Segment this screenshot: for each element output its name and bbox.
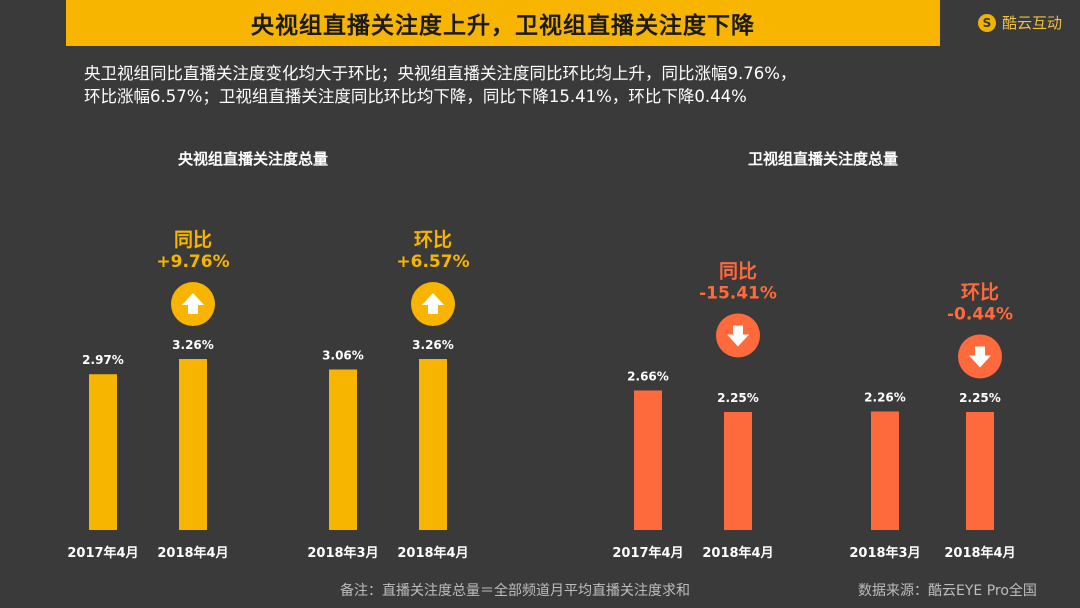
summary-line-2: 环比涨幅6.57%；卫视组直播关注度同比环比均下降，同比下降15.41%，环比下… — [84, 87, 747, 106]
summary-text: 央卫视组同比直播关注度变化均大于环比；央视组直播关注度同比环比均上升，同比涨幅9… — [84, 62, 984, 108]
data-source: 数据来源：酷云EYE Pro全国 — [858, 583, 1037, 599]
bar-value-label: 2.25% — [717, 391, 759, 405]
change-value: +9.76% — [156, 252, 229, 272]
bar — [329, 369, 357, 530]
bar-value-label: 2.97% — [82, 353, 124, 367]
change-label: 环比 — [414, 229, 452, 251]
x-tick-label: 2018年3月 — [849, 545, 920, 561]
x-tick-label: 2017年4月 — [612, 545, 683, 561]
bar — [89, 374, 117, 530]
bar — [634, 390, 662, 530]
change-value: +6.57% — [396, 252, 469, 272]
arrow-down-glyph — [727, 325, 749, 347]
brand: S 酷云互动 — [977, 12, 1062, 33]
chart-title-cctv: 央视组直播关注度总量 — [178, 150, 329, 168]
arrow-up-glyph — [422, 293, 444, 315]
x-tick-label: 2018年4月 — [702, 545, 773, 561]
bar — [419, 359, 447, 530]
brand-logo-icon: S — [977, 13, 996, 32]
page-title: 央视组直播关注度上升，卫视组直播关注度下降 — [251, 13, 755, 39]
x-tick-label: 2018年4月 — [157, 545, 228, 561]
change-value: -15.41% — [699, 283, 777, 303]
summary-line-1: 央卫视组同比直播关注度变化均大于环比；央视组直播关注度同比环比均上升，同比涨幅9… — [84, 64, 797, 83]
change-value: -0.44% — [947, 304, 1013, 324]
bar-value-label: 3.06% — [322, 349, 364, 363]
bar — [724, 411, 752, 530]
x-tick-label: 2018年4月 — [944, 545, 1015, 561]
change-label: 环比 — [961, 281, 999, 303]
change-label: 同比 — [174, 229, 212, 251]
footnote: 备注：直播关注度总量＝全部频道月平均直播关注度求和 — [340, 583, 690, 599]
arrow-up-glyph — [182, 293, 204, 315]
bar — [966, 411, 994, 530]
arrow-down-glyph — [969, 346, 991, 368]
bar-value-label: 2.25% — [959, 391, 1001, 405]
bar — [179, 359, 207, 530]
bar-value-label: 2.26% — [864, 390, 906, 404]
bar-value-label: 3.26% — [172, 338, 214, 352]
bar-value-label: 3.26% — [412, 338, 454, 352]
x-tick-label: 2018年4月 — [397, 545, 468, 561]
change-label: 同比 — [719, 260, 757, 282]
bar-value-label: 2.66% — [627, 369, 669, 383]
brand-name: 酷云互动 — [1001, 14, 1062, 32]
chart-title-satellite: 卫视组直播关注度总量 — [748, 150, 899, 168]
x-tick-label: 2017年4月 — [67, 545, 138, 561]
bar — [871, 411, 899, 530]
title-bar: 央视组直播关注度上升，卫视组直播关注度下降 — [66, 0, 940, 46]
x-tick-label: 2018年3月 — [307, 545, 378, 561]
